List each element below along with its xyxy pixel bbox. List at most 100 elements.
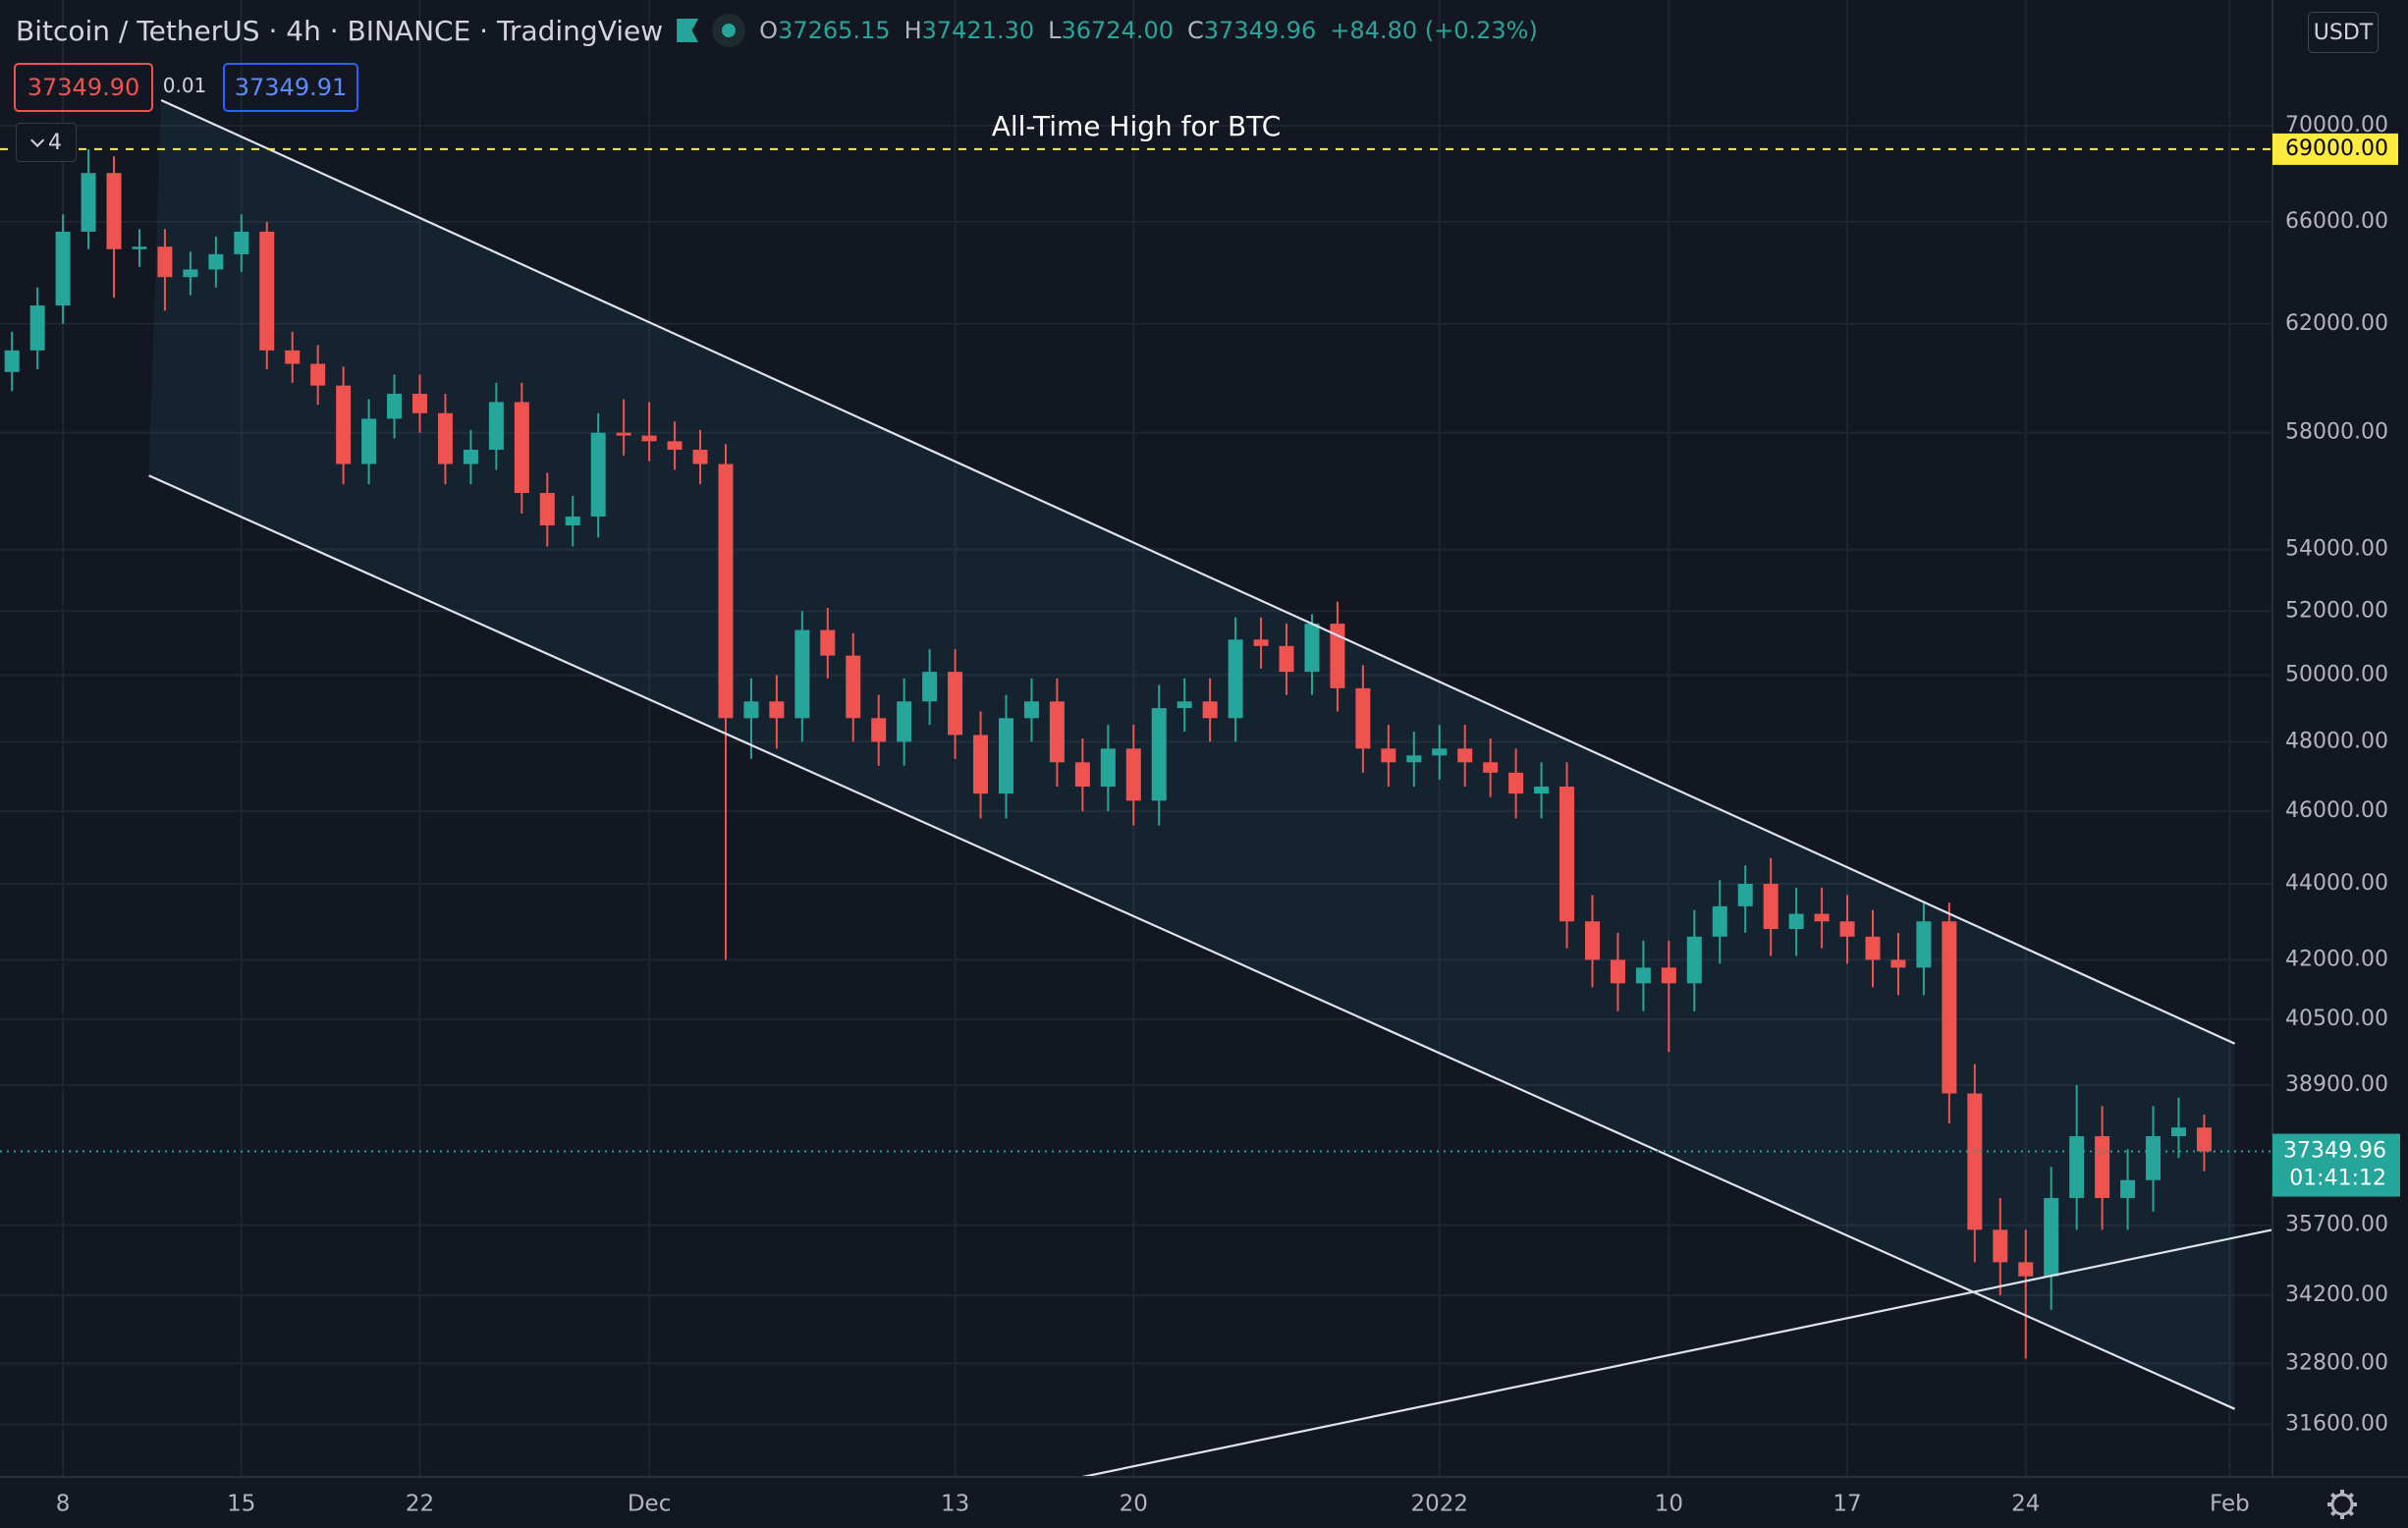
- candle-body: [1737, 884, 1753, 906]
- candle-body: [1788, 913, 1804, 930]
- candle-body: [488, 402, 504, 450]
- candle-body: [234, 231, 249, 254]
- ohlc-values: O37265.15 H37421.30 L36724.00 C37349.96 +84.…: [759, 17, 1538, 44]
- plot-background: [0, 0, 2272, 1477]
- candle-body: [2170, 1127, 2186, 1137]
- ath-annotation: All-Time High for BTC: [992, 110, 1282, 142]
- candle-body: [1712, 905, 1727, 937]
- countdown-label: 01:41:12: [2289, 1167, 2386, 1191]
- candle-body: [157, 246, 173, 278]
- trendline: [148, 474, 2236, 1410]
- symbol-title[interactable]: Bitcoin / TetherUS · 4h · BINANCE · Trad…: [16, 14, 664, 47]
- y-tick-label: 48000.00: [2285, 729, 2388, 753]
- y-tick-label: 35700.00: [2285, 1213, 2388, 1237]
- spread: 0.01: [162, 74, 207, 97]
- gear-tooth: [2329, 1509, 2337, 1517]
- candle-body: [437, 412, 453, 464]
- candle-body: [1304, 624, 1320, 673]
- buy-button[interactable]: 37349.91: [223, 63, 358, 112]
- candle-body: [29, 305, 45, 351]
- ohlc-key: O: [759, 17, 779, 44]
- x-tick-label: 13: [941, 1492, 969, 1517]
- gear-tooth: [2347, 1492, 2355, 1500]
- candle-body: [1406, 755, 1422, 763]
- last-price-box: [2272, 1133, 2400, 1197]
- settings-button[interactable]: [2327, 1490, 2357, 1519]
- candle-body: [1865, 936, 1881, 960]
- candle-body: [590, 432, 606, 517]
- market-status[interactable]: [712, 14, 746, 47]
- x-tick-label: 20: [1120, 1492, 1148, 1517]
- candle-body: [132, 246, 147, 249]
- candle-body: [769, 701, 785, 719]
- candle-body: [1534, 787, 1550, 794]
- time-axis: [0, 1477, 2272, 1528]
- candle-body: [1202, 701, 1218, 719]
- candle-body: [565, 516, 580, 526]
- candle-body: [411, 394, 427, 413]
- candle-body: [846, 655, 861, 719]
- candle-body: [1560, 787, 1575, 922]
- candle-body: [948, 672, 963, 736]
- candle-body: [2018, 1262, 2034, 1277]
- candle-body: [998, 718, 1013, 794]
- candle-body: [871, 718, 887, 742]
- candle-body: [820, 629, 836, 656]
- channel-fill: [148, 100, 2235, 1409]
- y-tick-label: 44000.00: [2285, 871, 2388, 896]
- candle-body: [1279, 645, 1294, 673]
- candle-body: [1253, 639, 1269, 646]
- candle-body: [1457, 748, 1473, 763]
- candle-body: [922, 672, 938, 702]
- candle-body: [514, 402, 529, 494]
- flag-icon[interactable]: [677, 19, 699, 42]
- candle-body: [1125, 748, 1141, 801]
- y-tick-label: 66000.00: [2285, 209, 2388, 234]
- y-tick-label: 38900.00: [2285, 1072, 2388, 1097]
- sell-button[interactable]: 37349.90: [14, 63, 153, 112]
- candle-body: [973, 735, 989, 794]
- candle-body: [463, 449, 478, 464]
- candle-body: [1635, 967, 1651, 984]
- y-tick-label: 42000.00: [2285, 947, 2388, 971]
- price-axis: [2272, 0, 2408, 1528]
- ath-price-label: 69000.00: [2285, 136, 2388, 161]
- x-tick-label: Dec: [628, 1492, 672, 1517]
- trendline: [1082, 1228, 2273, 1479]
- candle-body: [2196, 1127, 2212, 1152]
- y-tick-label: 58000.00: [2285, 420, 2388, 445]
- ohlc-value: 36724.00: [1061, 17, 1175, 44]
- ohlc-key: L: [1048, 17, 1062, 44]
- candle-body: [1049, 701, 1065, 763]
- y-tick-label: 70000.00: [2285, 113, 2388, 137]
- x-tick-label: 15: [227, 1492, 255, 1517]
- y-tick-label: 54000.00: [2285, 537, 2388, 562]
- x-tick-label: 10: [1655, 1492, 1683, 1517]
- candle-body: [1228, 639, 1243, 719]
- ohlc-item: C37349.96: [1187, 17, 1316, 44]
- candle-body: [2069, 1136, 2085, 1198]
- y-tick-label: 52000.00: [2285, 598, 2388, 623]
- candle-body: [1023, 701, 1039, 719]
- candle-body: [387, 394, 403, 419]
- last-price-label: 37349.96: [2283, 1139, 2386, 1164]
- candle-body: [1432, 748, 1448, 756]
- candle-body: [616, 432, 631, 436]
- legend: Bitcoin / TetherUS · 4h · BINANCE · Trad…: [16, 14, 1538, 47]
- currency-button[interactable]: USDT: [2308, 12, 2379, 53]
- candle-body: [4, 350, 20, 372]
- candle-body: [1942, 921, 1957, 1094]
- candle-body: [1610, 959, 1625, 984]
- candle-body: [183, 269, 198, 278]
- candle-body: [336, 385, 352, 464]
- y-tick-label: 32800.00: [2285, 1351, 2388, 1376]
- candle-body: [897, 701, 912, 742]
- indicators-toggle[interactable]: 4: [16, 123, 77, 162]
- candle-body: [1839, 921, 1855, 937]
- trendline: [160, 99, 2236, 1045]
- candle-body: [106, 173, 122, 249]
- candle-body: [1814, 913, 1830, 922]
- x-tick-label: 24: [2011, 1492, 2040, 1517]
- candle-body: [1074, 762, 1090, 788]
